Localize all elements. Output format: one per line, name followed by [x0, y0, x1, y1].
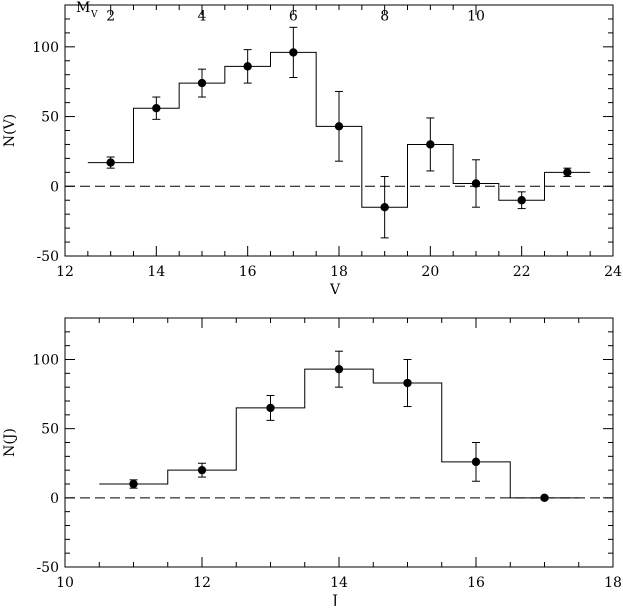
data-point: [197, 78, 207, 88]
x-tick-label: 18: [604, 575, 622, 591]
x-tick-label: 12: [193, 575, 211, 591]
y-tick-label: 50: [41, 422, 59, 438]
x-tick-label: 14: [330, 575, 348, 591]
x-tick-label: 12: [56, 264, 74, 280]
y-tick-label: 0: [50, 491, 59, 507]
y-tick-label: 0: [50, 179, 59, 195]
top-tick-label: 2: [106, 9, 115, 25]
data-point: [289, 48, 298, 57]
y-tick-label: 50: [41, 110, 59, 126]
data-point: [243, 62, 252, 71]
top-tick-label: 10: [467, 9, 485, 25]
data-point: [517, 196, 526, 205]
data-point: [471, 457, 481, 467]
y-axis-label: N(J): [2, 428, 18, 457]
y-tick-label: -50: [36, 249, 59, 265]
data-point: [380, 202, 389, 212]
x-tick-label: 20: [421, 264, 439, 280]
data-point: [563, 168, 572, 177]
y-tick-label: 100: [32, 353, 59, 369]
top-tick-label: 4: [198, 9, 207, 25]
x-tick-label: 16: [239, 264, 257, 280]
data-point: [197, 465, 207, 475]
top-axis-label-subscript: V: [90, 10, 98, 20]
data-point: [426, 140, 435, 149]
x-axis-label: V: [329, 282, 341, 298]
data-point: [152, 103, 161, 113]
panel-j-magnitude: 10 12 14 16 18 -50 0 50 100 J N(J): [2, 317, 622, 609]
y-tick-label: -50: [36, 560, 59, 576]
x-tick-label: 24: [604, 264, 622, 280]
x-axis-label: J: [330, 593, 338, 606]
data-point: [334, 364, 344, 374]
data-point: [106, 158, 115, 167]
top-tick-label: 6: [289, 9, 298, 25]
data-point: [129, 479, 138, 489]
x-tick-label: 10: [56, 575, 74, 591]
x-tick-label: 18: [330, 264, 348, 280]
x-tick-label: 16: [467, 575, 485, 591]
top-tick-label: 8: [380, 9, 389, 25]
y-axis-label: N(V): [2, 114, 18, 147]
data-point: [403, 378, 412, 388]
data-point: [540, 493, 549, 503]
data-point: [266, 403, 275, 413]
x-tick-label: 22: [513, 264, 531, 280]
y-tick-label: 100: [32, 40, 59, 56]
x-tick-label: 14: [147, 264, 165, 280]
histogram-step: [99, 368, 579, 499]
data-point: [334, 122, 344, 131]
top-axis-label: M: [76, 0, 90, 16]
data-point: [471, 179, 481, 188]
